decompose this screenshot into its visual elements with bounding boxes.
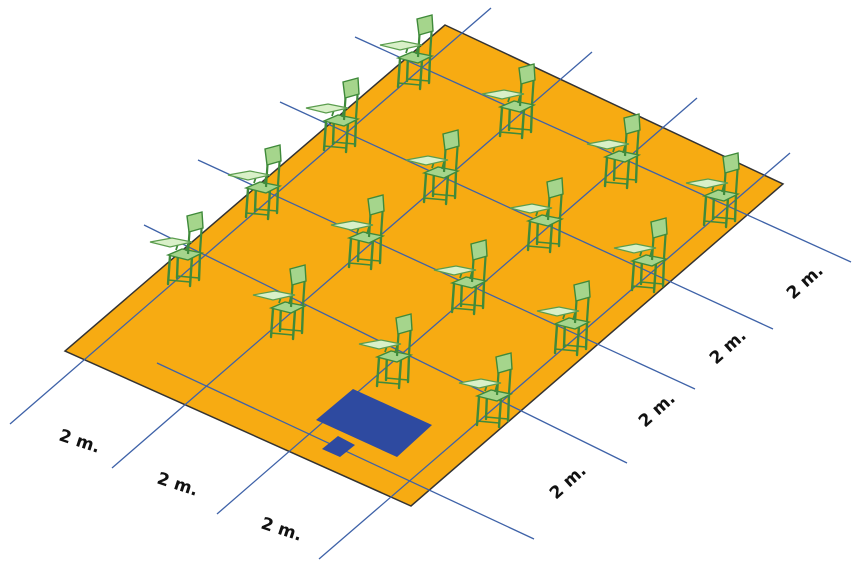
dimension-label: 2 m. bbox=[154, 469, 200, 501]
classroom-floor bbox=[63, 24, 785, 507]
dimension-label: 2 m. bbox=[635, 389, 680, 432]
dimension-label: 2 m. bbox=[258, 514, 304, 546]
dimension-label: 2 m. bbox=[783, 261, 828, 304]
teacher-desk-icon bbox=[316, 389, 432, 457]
front-dimension-labels: 2 m. 2 m. 2 m. bbox=[56, 426, 304, 546]
dimension-label: 2 m. bbox=[56, 426, 102, 458]
dimension-label: 2 m. bbox=[706, 326, 751, 369]
grid-lines-a bbox=[9, 7, 791, 560]
dimension-label: 2 m. bbox=[546, 461, 591, 504]
